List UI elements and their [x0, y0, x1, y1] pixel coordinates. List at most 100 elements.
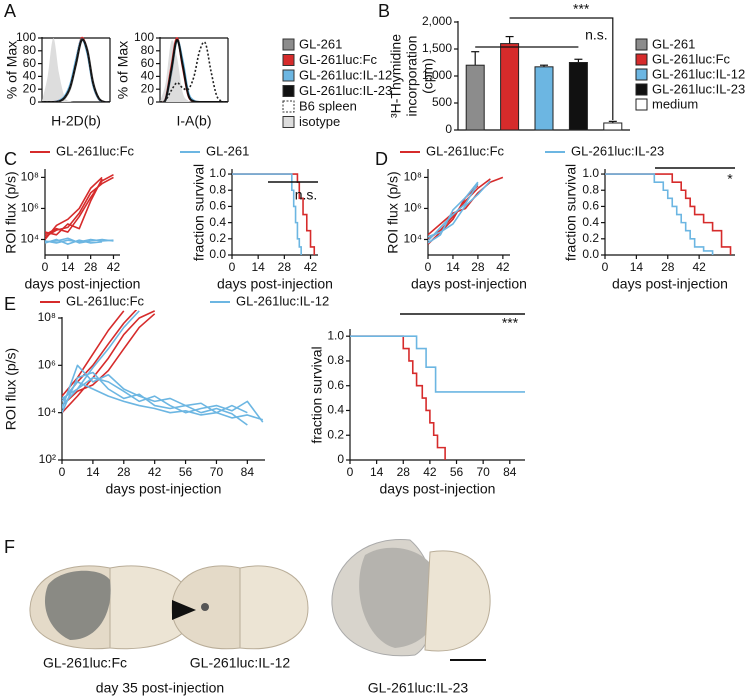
y-tick-label: 0.8: [582, 182, 599, 196]
image-caption: GL-261luc:IL-23: [368, 680, 469, 696]
x-tick-label: 0: [42, 260, 49, 274]
y-axis-label: ROI flux (p/s): [3, 348, 19, 430]
x-tick-label: 28: [471, 260, 485, 274]
y-tick-label: 10⁶: [404, 201, 422, 215]
y-tick-label: 20: [141, 81, 155, 95]
y-tick-label: 500: [432, 95, 452, 109]
y-axis-label: (cpm): [420, 58, 436, 94]
legend-swatch: [282, 54, 295, 66]
y-tick-label: 10⁸: [404, 170, 422, 184]
y-tick-label: 0.2: [327, 427, 344, 441]
y-axis-label: ³H-Thymidine: [388, 34, 404, 118]
panel-label: E: [4, 294, 16, 314]
legend-swatch: [282, 38, 295, 51]
significance-label: n.s.: [585, 27, 608, 43]
y-tick-label: 1,500: [422, 41, 452, 55]
density-line: [160, 41, 229, 102]
mouse-line: [62, 376, 264, 423]
y-tick-label: 0.0: [209, 247, 226, 261]
x-axis-label: I-A(b): [177, 113, 212, 129]
legend-label: GL-261luc:Fc: [426, 143, 505, 158]
legend-label: GL-261luc:IL-23: [652, 81, 745, 96]
y-tick-label: 0.2: [209, 231, 226, 245]
y-tick-label: 0: [29, 94, 36, 108]
bar: [568, 62, 588, 131]
legend-swatch: [635, 98, 648, 111]
y-axis-label: incorporation: [404, 36, 420, 117]
image-subcaption: day 35 post-injection: [96, 680, 224, 696]
y-tick-label: 40: [23, 69, 37, 83]
mouse-line: [428, 176, 504, 236]
x-tick-label: 56: [179, 465, 193, 479]
legend-label: GL-261luc:IL-12: [652, 66, 745, 81]
significance-bracket: [509, 17, 614, 120]
mouse-line: [62, 310, 125, 397]
legend-swatch: [635, 38, 648, 51]
legend-label: GL-261luc:IL-23: [571, 143, 664, 158]
legend-label: GL-261luc:IL-23: [299, 83, 392, 98]
y-tick-label: 0.4: [209, 215, 226, 229]
panel-label: C: [4, 149, 17, 169]
y-tick-label: 10⁴: [37, 405, 56, 419]
mouse-line: [45, 238, 103, 245]
survival-curve: [350, 335, 446, 460]
mouse-line: [428, 183, 479, 242]
tumor: [44, 570, 111, 640]
brain-sections: [29, 539, 491, 661]
significance-label: ***: [502, 315, 519, 331]
x-tick-label: 0: [602, 260, 609, 274]
x-tick-label: 56: [450, 465, 464, 479]
legend-swatch: [282, 69, 295, 82]
x-tick-label: 70: [476, 465, 490, 479]
density-line: [42, 38, 110, 102]
survival-curve: [350, 335, 525, 393]
mouse-line: [45, 238, 114, 244]
y-tick-label: 0.2: [582, 231, 599, 245]
y-tick-label: 0.4: [582, 215, 599, 229]
y-tick-label: 1.0: [582, 166, 599, 180]
brain-hemisphere: [239, 565, 309, 650]
mouse-line: [45, 176, 114, 238]
y-tick-label: 10⁴: [20, 232, 39, 246]
x-tick-label: 84: [503, 465, 517, 479]
y-axis-label: ROI flux (p/s): [385, 171, 401, 253]
x-tick-label: 0: [59, 465, 66, 479]
legend-swatch: [635, 68, 648, 81]
arrowhead: [172, 600, 196, 620]
y-tick-label: 0.6: [582, 199, 599, 213]
x-axis-label: H-2D(b): [51, 113, 101, 129]
x-tick-label: 0: [347, 465, 354, 479]
x-tick-label: 14: [370, 465, 384, 479]
y-tick-label: 100: [16, 30, 36, 44]
tumor: [201, 603, 209, 611]
bar: [534, 66, 554, 131]
panel-label: D: [375, 149, 388, 169]
x-tick-label: 14: [630, 260, 644, 274]
y-tick-label: 20: [23, 81, 37, 95]
y-tick-label: 0: [147, 94, 154, 108]
legend-swatch: [282, 100, 295, 113]
x-tick-label: 42: [692, 260, 706, 274]
x-tick-label: 42: [496, 260, 510, 274]
mouse-line: [428, 180, 491, 238]
legend-label: GL-261: [299, 36, 342, 51]
y-tick-label: 0.8: [327, 353, 344, 367]
y-tick-label: 10⁶: [21, 201, 39, 215]
y-tick-label: 2,000: [422, 14, 452, 28]
y-tick-label: 10²: [39, 452, 56, 466]
y-tick-label: 10⁸: [38, 310, 56, 324]
y-tick-label: 0: [445, 122, 452, 136]
significance-label: n.s.: [295, 187, 318, 203]
legend-label: GL-261luc:IL-12: [236, 293, 329, 308]
y-tick-label: 10⁸: [21, 170, 39, 184]
x-tick-label: 28: [117, 465, 131, 479]
legend-label: GL-261: [652, 36, 695, 51]
image-caption: GL-261luc:IL-12: [190, 655, 291, 671]
y-tick-label: 40: [141, 69, 155, 83]
significance-label: *: [727, 171, 733, 187]
legend-swatch: [635, 53, 648, 66]
tumor: [359, 547, 441, 648]
survival-curve: [605, 173, 714, 255]
x-tick-label: 14: [446, 260, 460, 274]
